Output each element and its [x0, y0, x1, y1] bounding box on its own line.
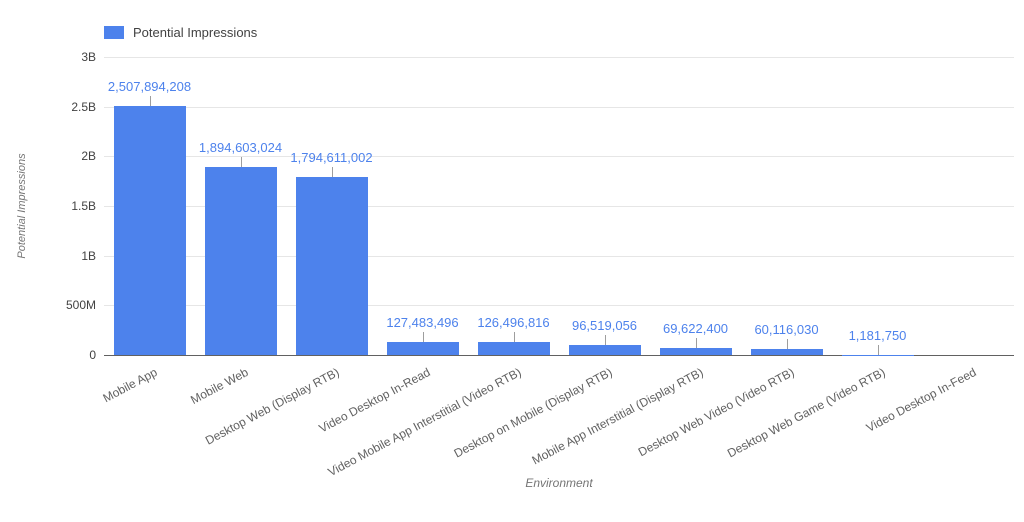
legend: Potential Impressions: [104, 25, 257, 40]
bar-5[interactable]: [477, 342, 550, 355]
x-tick-label: Mobile Web: [187, 365, 251, 408]
y-tick-label: 2.5B: [71, 99, 96, 114]
value-callout-line: [240, 156, 242, 167]
value-callout-line: [422, 332, 424, 343]
legend-label: Potential Impressions: [133, 25, 258, 40]
bar-7[interactable]: [659, 348, 732, 355]
gridline: [104, 106, 1014, 108]
plot-area: 2,507,894,208 1,894,603,024 1,794,611,002 1…: [104, 57, 1014, 356]
gridline: [104, 255, 1014, 257]
x-tick-label: Video Mobile App Interstitial (Video RTB…: [325, 365, 524, 480]
y-tick-label: 500M: [65, 298, 96, 313]
value-label: 1,894,603,024: [198, 139, 283, 155]
gridline: [104, 57, 1014, 58]
value-label: 1,181,750: [848, 327, 907, 343]
value-callout-line: [877, 344, 879, 355]
value-label: 1,794,611,002: [290, 149, 373, 165]
x-tick-label: Desktop Web Video (Video RTB): [635, 365, 797, 460]
bar-6[interactable]: [568, 345, 641, 355]
bar-1[interactable]: [113, 105, 186, 355]
bar-8[interactable]: [750, 349, 823, 355]
y-tick-label: 3B: [81, 50, 96, 64]
value-callout-line: [149, 95, 151, 106]
value-callout-line: [331, 166, 333, 177]
value-callout-line: [604, 335, 606, 346]
y-tick-label: 1B: [81, 248, 96, 263]
value-callout-line: [695, 338, 697, 349]
value-label: 2,507,894,208: [107, 78, 192, 94]
legend-swatch-icon: [104, 26, 124, 39]
value-label: 126,496,816: [477, 315, 550, 331]
bar-2[interactable]: [204, 166, 277, 355]
x-tick-label: Desktop on Mobile (Display RTB): [451, 365, 615, 461]
y-tick-label: 0: [89, 348, 96, 362]
value-label: 96,519,056: [571, 318, 638, 334]
y-tick-label: 1.5B: [71, 199, 96, 213]
value-label: 69,622,400: [662, 321, 729, 337]
x-tick-label: Mobile App Interstitial (Display RTB): [529, 365, 706, 468]
gridline: [104, 156, 1014, 158]
y-tick-label: 2B: [81, 149, 96, 164]
value-callout-line: [513, 332, 515, 343]
x-axis-title: Environment: [525, 476, 593, 490]
value-callout-line: [786, 339, 788, 350]
gridline: [104, 206, 1014, 207]
x-tick-label: Desktop Web Game (Video RTB): [724, 365, 888, 461]
value-label: 60,116,030: [754, 322, 819, 338]
bar-3[interactable]: [295, 176, 368, 355]
gridline: [104, 305, 1014, 307]
value-label: 127,483,496: [386, 315, 459, 331]
x-tick-label: Mobile App: [100, 365, 160, 406]
bar-4[interactable]: [386, 342, 459, 355]
x-axis-line: [104, 355, 1014, 356]
